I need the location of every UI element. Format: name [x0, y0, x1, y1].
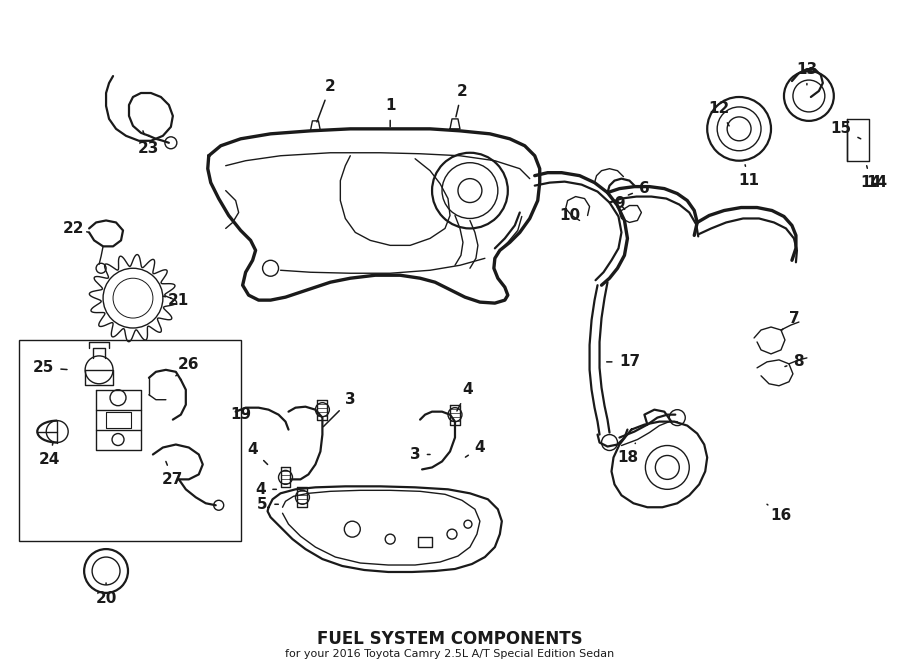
Text: 23: 23	[139, 131, 159, 156]
Text: for your 2016 Toyota Camry 2.5L A/T Special Edition Sedan: for your 2016 Toyota Camry 2.5L A/T Spec…	[285, 649, 615, 659]
Text: 11: 11	[739, 165, 760, 188]
Text: 22: 22	[62, 221, 89, 236]
Text: 12: 12	[708, 101, 730, 126]
Text: 3: 3	[410, 447, 430, 462]
Text: 2: 2	[317, 79, 336, 122]
Text: 10: 10	[559, 208, 580, 223]
Text: 4: 4	[465, 440, 485, 457]
Text: 17: 17	[607, 354, 640, 369]
Text: 9: 9	[614, 196, 625, 211]
Text: 2: 2	[456, 83, 467, 117]
Text: 18: 18	[616, 443, 638, 465]
Text: 13: 13	[796, 62, 817, 85]
Text: 3: 3	[323, 392, 356, 426]
Text: 24: 24	[39, 442, 60, 467]
Text: 14: 14	[860, 166, 881, 190]
Text: 1: 1	[385, 99, 395, 126]
Text: 4: 4	[457, 382, 473, 411]
Text: 4: 4	[256, 482, 276, 497]
Text: 5: 5	[257, 496, 278, 512]
Text: 25: 25	[32, 360, 67, 375]
Text: 14: 14	[866, 175, 887, 190]
Bar	[19, 340, 240, 541]
Text: 16: 16	[767, 504, 792, 523]
Text: 20: 20	[95, 583, 117, 606]
Text: FUEL SYSTEM COMPONENTS: FUEL SYSTEM COMPONENTS	[317, 630, 583, 647]
Text: 7: 7	[782, 310, 799, 330]
Text: 21: 21	[163, 293, 190, 308]
Text: 26: 26	[176, 357, 200, 376]
Text: 8: 8	[785, 354, 805, 369]
Text: 6: 6	[628, 181, 650, 196]
Text: 4: 4	[248, 442, 267, 465]
Text: 15: 15	[830, 121, 860, 139]
Text: 19: 19	[230, 407, 251, 422]
Text: 27: 27	[162, 461, 184, 487]
